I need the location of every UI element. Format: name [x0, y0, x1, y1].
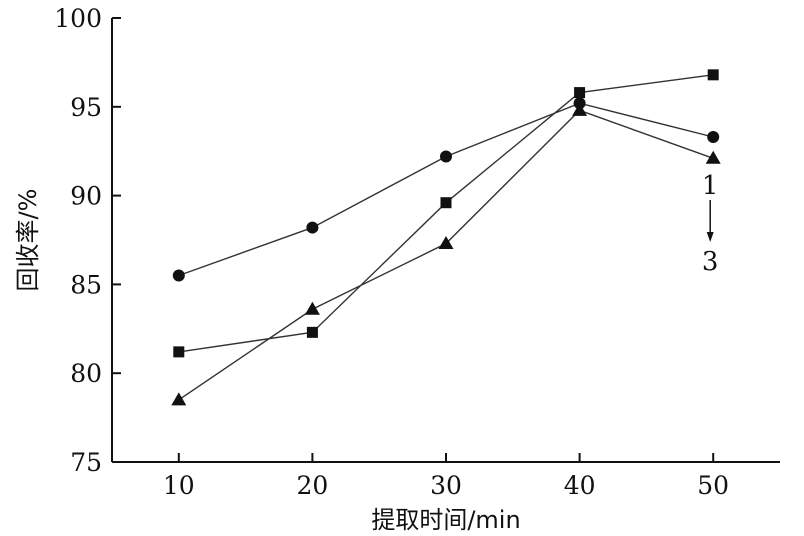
- y-tick-label: 95: [70, 93, 102, 122]
- x-tick-label: 50: [697, 471, 729, 500]
- series-triangle: [171, 102, 721, 406]
- series-order-annotation: 1 3: [702, 171, 719, 277]
- y-tick-label: 100: [54, 4, 102, 33]
- data-point-triangle: [705, 150, 721, 164]
- data-point-circle: [172, 269, 185, 282]
- data-point-triangle: [572, 102, 588, 116]
- data-point-circle: [306, 221, 319, 234]
- x-tick-label: 10: [163, 471, 195, 500]
- x-tick-label: 30: [430, 471, 462, 500]
- y-tick-label: 85: [70, 270, 102, 299]
- data-point-square: [707, 69, 719, 81]
- data-point-square: [173, 346, 185, 358]
- y-axis-title: 回收率/%: [14, 189, 42, 292]
- series-layer: [171, 69, 721, 406]
- x-ticks: 10 20 30 40 50: [163, 453, 729, 500]
- y-ticks: 75 80 85 90 95 100: [54, 4, 121, 477]
- data-point-square: [306, 326, 318, 338]
- series-square: [173, 69, 719, 358]
- annotation-label-bottom: 3: [702, 247, 719, 277]
- data-point-circle: [707, 130, 720, 143]
- data-point-triangle: [304, 301, 320, 315]
- x-tick-label: 20: [296, 471, 328, 500]
- series-circle: [172, 97, 720, 282]
- data-point-circle: [440, 150, 452, 163]
- data-point-square: [574, 87, 586, 99]
- data-point-square: [440, 197, 452, 209]
- x-axis-title: 提取时间/min: [371, 506, 520, 534]
- y-tick-label: 75: [70, 448, 102, 477]
- y-tick-label: 90: [70, 182, 102, 211]
- data-point-triangle: [171, 392, 187, 406]
- annotation-arrowhead: [706, 232, 714, 242]
- y-tick-label: 80: [70, 359, 102, 388]
- data-point-triangle: [438, 236, 454, 250]
- x-tick-label: 40: [564, 471, 596, 500]
- annotation-label-top: 1: [702, 171, 719, 201]
